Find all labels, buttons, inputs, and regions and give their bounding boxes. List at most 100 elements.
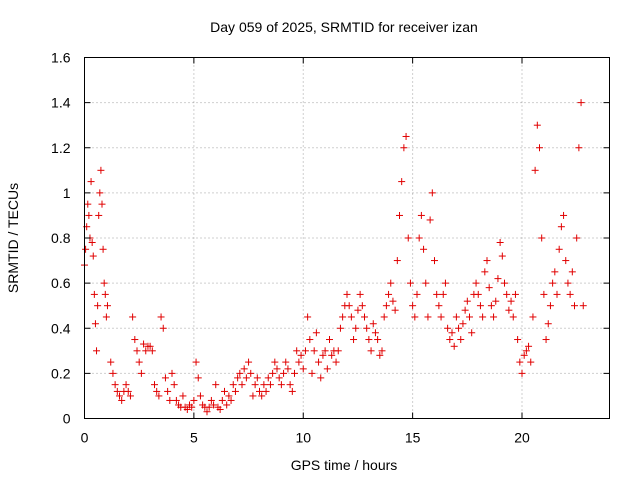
data-point [137, 369, 145, 377]
data-point [498, 252, 506, 260]
data-point [494, 275, 502, 283]
data-point [188, 403, 196, 411]
data-point [579, 302, 587, 310]
data-point [455, 324, 463, 332]
data-point [557, 223, 565, 231]
data-point [291, 369, 298, 377]
data-point [306, 336, 314, 344]
data-point [238, 381, 246, 389]
data-point [345, 302, 353, 310]
data-point [376, 351, 384, 359]
data-point [231, 387, 239, 395]
data-point [479, 313, 487, 321]
y-tick-label: 0 [63, 411, 71, 427]
data-point [264, 374, 272, 382]
y-tick-label: 0.6 [51, 275, 71, 291]
data-point [310, 347, 318, 355]
data-point [260, 381, 268, 389]
data-point [253, 374, 261, 382]
data-point [91, 320, 99, 328]
data-point [192, 358, 200, 366]
data-point [496, 239, 504, 247]
data-point [371, 329, 379, 337]
data-point [218, 396, 226, 404]
data-point [308, 369, 316, 377]
data-point [507, 297, 515, 305]
data-point [328, 351, 336, 359]
data-point [100, 279, 108, 287]
x-tick-label: 0 [81, 430, 89, 446]
data-point [490, 313, 498, 321]
data-point [553, 290, 561, 298]
data-point [365, 336, 373, 344]
data-point [452, 313, 460, 321]
data-point [247, 369, 255, 377]
data-point [431, 257, 438, 265]
data-point [304, 313, 312, 321]
y-tick-label: 0.2 [51, 365, 71, 381]
points-layer [81, 99, 587, 416]
data-point [90, 290, 98, 298]
data-point [258, 392, 266, 400]
data-point [216, 405, 224, 413]
data-point [562, 257, 570, 265]
data-point [424, 313, 432, 321]
data-point [560, 211, 568, 219]
data-point [492, 297, 500, 305]
data-point [531, 166, 539, 174]
data-point [236, 369, 244, 377]
data-point [262, 387, 270, 395]
data-point [503, 290, 511, 298]
data-point [549, 279, 557, 287]
data-point [378, 347, 386, 355]
data-point [393, 257, 401, 265]
data-point [271, 358, 279, 366]
data-point [400, 144, 408, 152]
data-point [350, 336, 358, 344]
data-point [98, 200, 106, 208]
data-point [321, 347, 329, 355]
data-point [450, 342, 458, 350]
data-point [88, 239, 96, 247]
data-point [474, 290, 482, 298]
data-point [286, 381, 294, 389]
data-point [133, 347, 141, 355]
data-point [487, 302, 495, 310]
data-point [435, 302, 443, 310]
data-point [319, 351, 327, 359]
data-point [203, 408, 211, 416]
data-point [101, 290, 109, 298]
data-point [301, 347, 309, 355]
data-point [140, 340, 148, 348]
data-point [463, 297, 471, 305]
data-point [273, 365, 281, 373]
data-point [153, 387, 161, 395]
data-point [538, 234, 546, 242]
data-point [95, 211, 103, 219]
x-axis-label: GPS time / hours [291, 457, 398, 473]
data-point [97, 166, 105, 174]
data-point [225, 392, 233, 400]
data-point [573, 234, 581, 242]
data-point [89, 252, 97, 260]
data-point [529, 313, 537, 321]
data-point [212, 381, 220, 389]
data-point [334, 347, 342, 355]
data-point [103, 302, 111, 310]
data-point [229, 381, 237, 389]
data-point [251, 381, 259, 389]
data-point [249, 392, 257, 400]
data-point [472, 279, 480, 287]
tick-layer: 0 5 10 15 20 0 0.2 0.4 0.6 0.8 1 1.2 1.4 1.6 [51, 50, 610, 446]
data-point [501, 279, 508, 287]
data-point [210, 401, 218, 409]
data-point [293, 347, 301, 355]
data-point [483, 257, 491, 265]
y-axis-label: SRMTID / TECUs [5, 183, 21, 293]
data-point [339, 313, 347, 321]
data-point [415, 234, 423, 242]
data-point [122, 381, 130, 389]
data-point [391, 306, 399, 314]
data-point [111, 381, 119, 389]
data-point [161, 374, 169, 382]
